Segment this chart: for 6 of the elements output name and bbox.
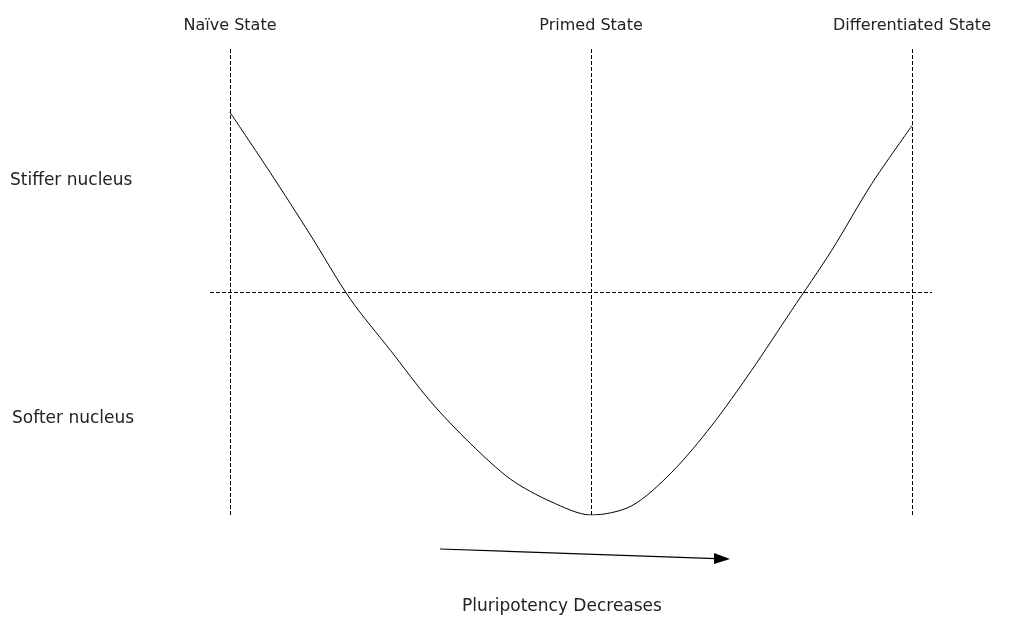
text: Pluripotency Decreases [462,594,663,615]
x-tick-label: Naïve State [183,14,277,34]
x-tick-label: Primed State [539,14,643,34]
x-tick-label: Differentiated State [832,14,991,34]
text: Stiffer nucleus [10,168,133,189]
text: Softer nucleus [12,406,135,427]
